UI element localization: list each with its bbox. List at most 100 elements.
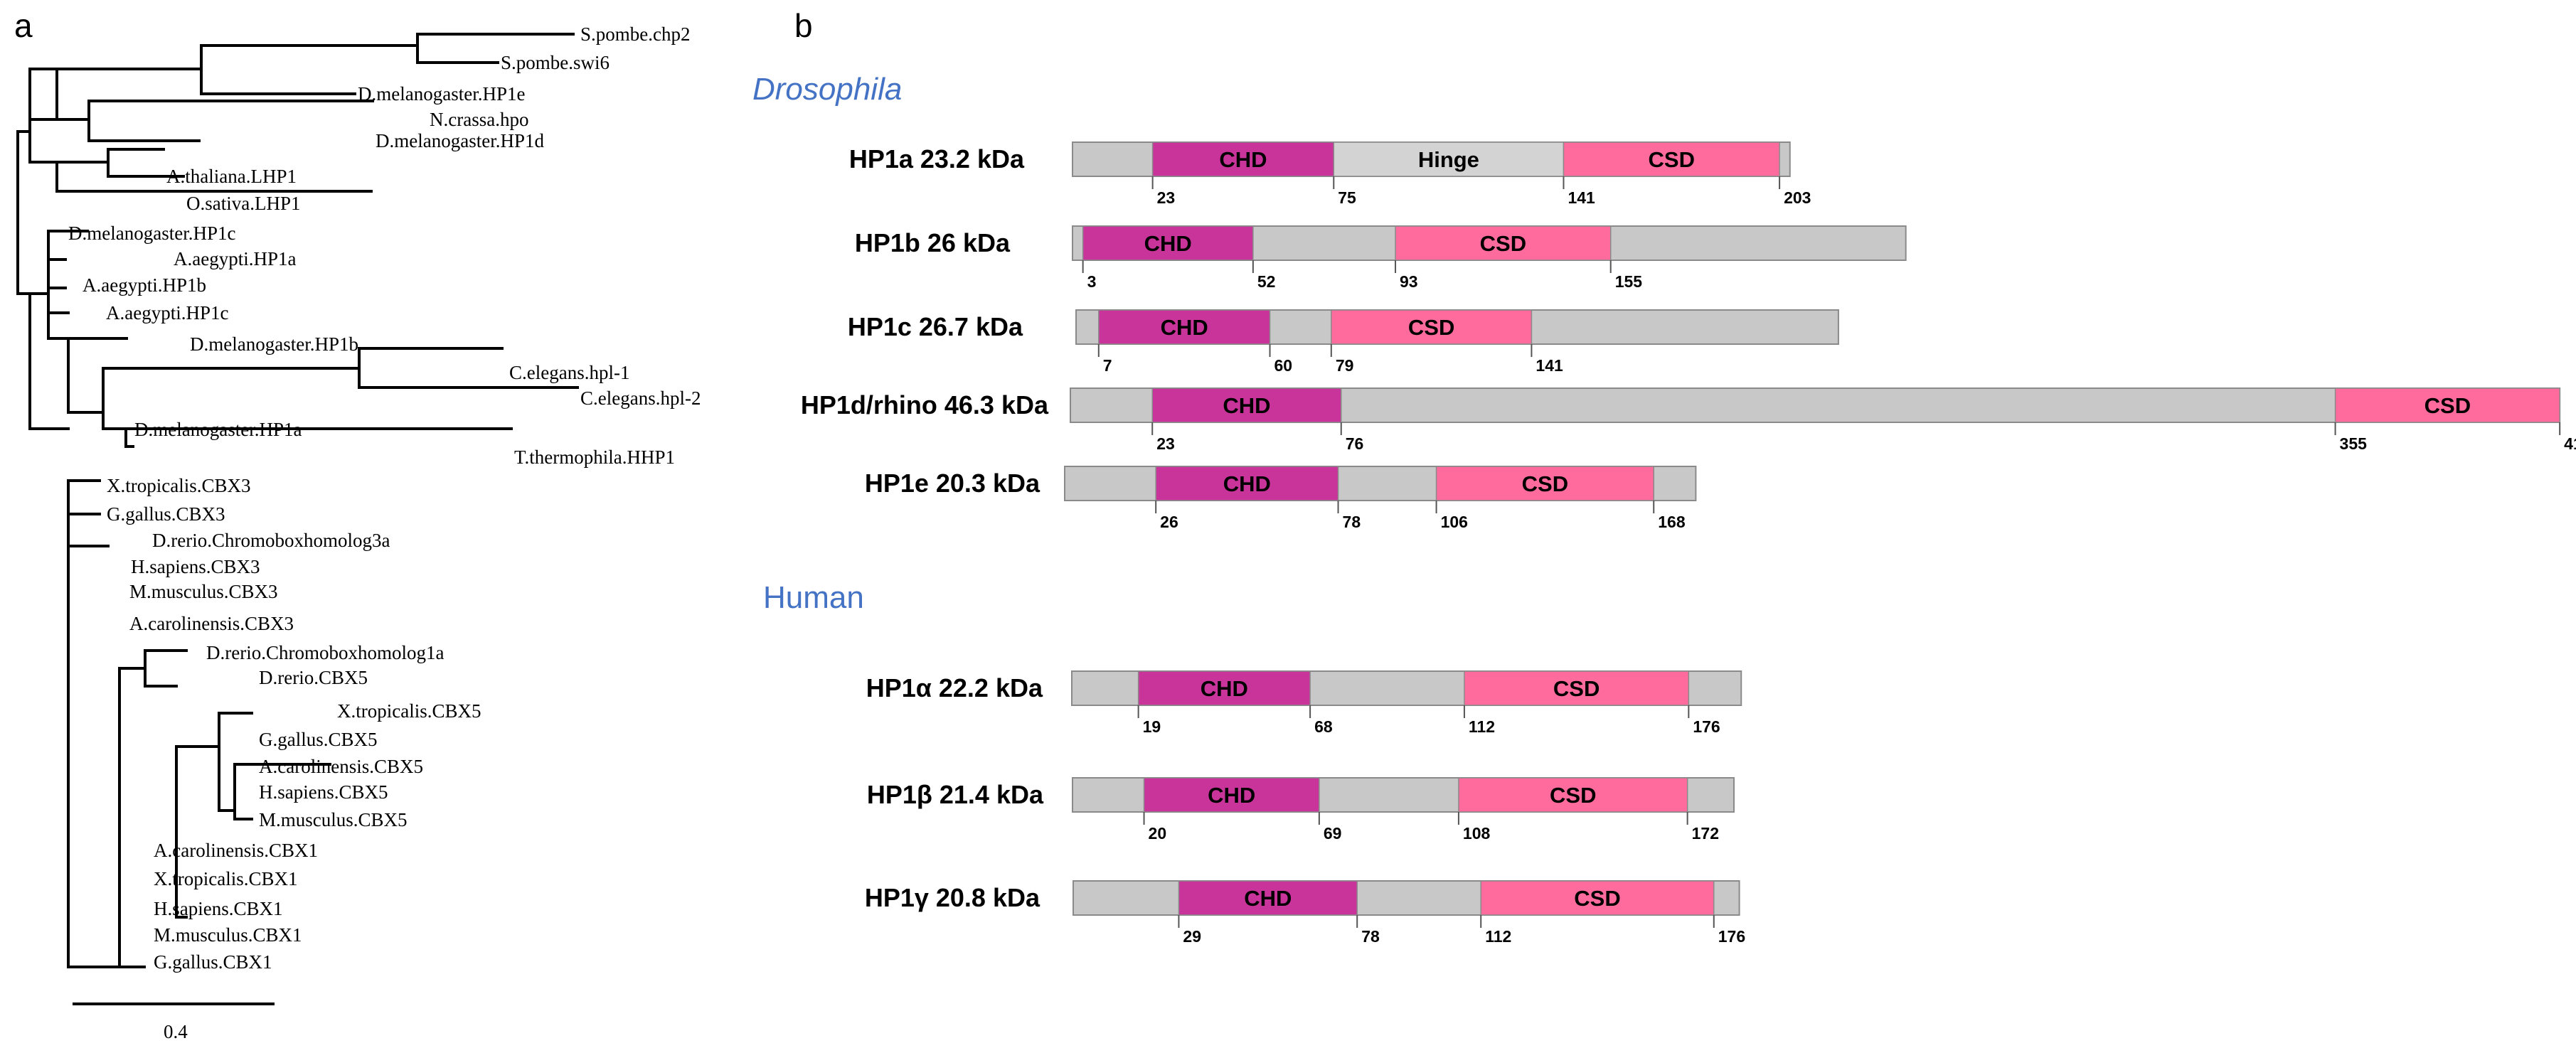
domain-label: CSD xyxy=(1550,783,1596,808)
domain-label: CHD xyxy=(1208,783,1255,808)
domain-csd xyxy=(1563,141,1780,177)
domain-csd xyxy=(1458,777,1688,813)
position-label: 141 xyxy=(1536,356,1563,375)
tree-leaf-label: D.rerio.Chromoboxhomolog3a xyxy=(152,530,390,551)
position-label: 23 xyxy=(1157,188,1176,207)
position-label: 52 xyxy=(1257,272,1276,291)
position-label: 418 xyxy=(2564,434,2576,453)
protein-row: HP1γ 20.8 kDa CHD CSD 29 78 112 176 xyxy=(865,880,1745,946)
tree-leaf-label: S.pombe.chp2 xyxy=(580,23,691,45)
domain-csd xyxy=(1435,466,1654,501)
tree-leaf-label: H.sapiens.CBX3 xyxy=(131,556,260,577)
tree-leaf-label: H.sapiens.CBX1 xyxy=(154,898,283,919)
tree-leaf-label: M.musculus.CBX5 xyxy=(259,809,408,830)
tree-leaf-label: G.gallus.CBX1 xyxy=(154,951,272,973)
domain-label: Hinge xyxy=(1418,147,1479,172)
tree-leaf-label: X.tropicalis.CBX5 xyxy=(337,700,481,722)
tree-leaf-label: X.tropicalis.CBX1 xyxy=(154,868,298,889)
position-label: 176 xyxy=(1693,717,1720,736)
position-label: 78 xyxy=(1361,927,1380,946)
position-label: 176 xyxy=(1718,927,1745,946)
protein-row: HP1β 21.4 kDa CHD CSD 20 69 108 172 xyxy=(867,777,1735,843)
position-label: 79 xyxy=(1336,356,1354,375)
tree-leaf-label: A.carolinensis.CBX5 xyxy=(259,756,423,777)
domain-chd xyxy=(1151,387,1342,423)
domain-chd xyxy=(1143,777,1320,813)
protein-row: HP1e 20.3 kDa CHD CSD 26 78 106 168 xyxy=(865,466,1697,531)
tree-leaf-label: N.crassa.hpo xyxy=(430,109,528,130)
tree-leaf-label: M.musculus.CBX1 xyxy=(154,924,302,946)
domain-csd xyxy=(1331,309,1533,345)
tree-leaf-label: D.melanogaster.HP1b xyxy=(190,333,358,355)
domain-csd xyxy=(1464,670,1690,706)
position-label: 69 xyxy=(1324,824,1342,843)
protein-label: HP1d/rhino 46.3 kDa xyxy=(801,390,1049,419)
domain-chd xyxy=(1178,880,1358,916)
protein-row: HP1b 26 kDa CHD CSD 3 52 93 155 xyxy=(855,225,1907,291)
domain-chd xyxy=(1155,466,1339,501)
tree-leaf-label: G.gallus.CBX3 xyxy=(107,503,225,525)
domain-label: CSD xyxy=(2425,393,2471,418)
panel-label-a: a xyxy=(14,7,33,44)
position-label: 68 xyxy=(1314,717,1333,736)
domain-csd xyxy=(1395,225,1612,261)
position-label: 155 xyxy=(1615,272,1643,291)
tree-branches xyxy=(16,33,579,968)
tree-leaf-label: D.rerio.CBX5 xyxy=(259,667,368,688)
domain-hinge xyxy=(1333,141,1565,177)
protein-label: HP1a 23.2 kDa xyxy=(849,144,1025,173)
protein-row: HP1a 23.2 kDa CHD Hinge CSD 23 75 141 203 xyxy=(849,141,1811,207)
position-label: 172 xyxy=(1692,824,1719,843)
domain-chd xyxy=(1082,225,1254,261)
tree-leaf-label: X.tropicalis.CBX3 xyxy=(107,475,251,496)
tree-leaf-label: O.sativa.LHP1 xyxy=(186,193,300,214)
phylogenetic-tree: S.pombe.chp2 S.pombe.swi6 D.melanogaster.H… xyxy=(16,23,701,1042)
tree-leaf-label: A.aegypti.HP1a xyxy=(174,248,296,269)
protein-label: HP1c 26.7 kDa xyxy=(848,312,1023,341)
position-label: 75 xyxy=(1338,188,1356,207)
tree-leaf-label: D.melanogaster.HP1e xyxy=(358,83,525,105)
tree-leaf-label: C.elegans.hpl-1 xyxy=(509,362,629,383)
domain-diagrams: Drosophila HP1a 23.2 kDa CHD Hinge CSD 23 75 14… xyxy=(752,72,2576,946)
protein-label: HP1e 20.3 kDa xyxy=(865,469,1040,498)
tree-leaf-label: A.aegypti.HP1c xyxy=(106,302,228,324)
position-label: 141 xyxy=(1568,188,1595,207)
tree-leaf-label: A.aegypti.HP1b xyxy=(83,274,206,296)
domain-csd xyxy=(1480,880,1715,916)
position-label: 20 xyxy=(1149,824,1167,843)
domain-label: CSD xyxy=(1553,676,1600,701)
position-label: 23 xyxy=(1156,434,1175,453)
domain-label: CHD xyxy=(1223,471,1271,496)
protein-label: HP1β 21.4 kDa xyxy=(867,780,1044,809)
tree-leaf-label: T.thermophila.HHP1 xyxy=(514,447,675,468)
domain-label: CHD xyxy=(1223,393,1270,418)
scale-bar-label: 0.4 xyxy=(164,1021,188,1042)
domain-chd xyxy=(1098,309,1271,345)
position-label: 76 xyxy=(1346,434,1364,453)
domain-label: CSD xyxy=(1649,147,1695,172)
position-label: 60 xyxy=(1274,356,1293,375)
tree-leaf-label: D.melanogaster.HP1a xyxy=(134,419,302,440)
domain-label: CSD xyxy=(1480,231,1526,256)
panel-label-b: b xyxy=(794,7,813,44)
domain-label: CHD xyxy=(1244,886,1292,911)
tree-leaf-label: A.carolinensis.CBX3 xyxy=(129,613,294,634)
domain-label: CSD xyxy=(1574,886,1620,911)
tree-leaf-label: H.sapiens.CBX5 xyxy=(259,781,388,803)
domain-csd xyxy=(2334,387,2560,423)
tree-leaf-label: D.melanogaster.HP1d xyxy=(376,130,544,151)
domain-label: CHD xyxy=(1201,676,1248,701)
position-label: 203 xyxy=(1784,188,1811,207)
domain-chd xyxy=(1137,670,1311,706)
domain-label: CHD xyxy=(1219,147,1267,172)
protein-row: HP1d/rhino 46.3 kDa CHD CSD 23 76 355 418 xyxy=(801,387,2576,453)
position-label: 106 xyxy=(1441,513,1468,531)
tree-labels: S.pombe.chp2 S.pombe.swi6 D.melanogaster.H… xyxy=(68,23,701,973)
position-label: 19 xyxy=(1143,717,1161,736)
position-label: 29 xyxy=(1183,927,1201,946)
domain-label: CSD xyxy=(1522,471,1568,496)
domain-label: CHD xyxy=(1161,315,1208,340)
position-label: 168 xyxy=(1658,513,1686,531)
protein-label: HP1γ 20.8 kDa xyxy=(865,883,1040,912)
